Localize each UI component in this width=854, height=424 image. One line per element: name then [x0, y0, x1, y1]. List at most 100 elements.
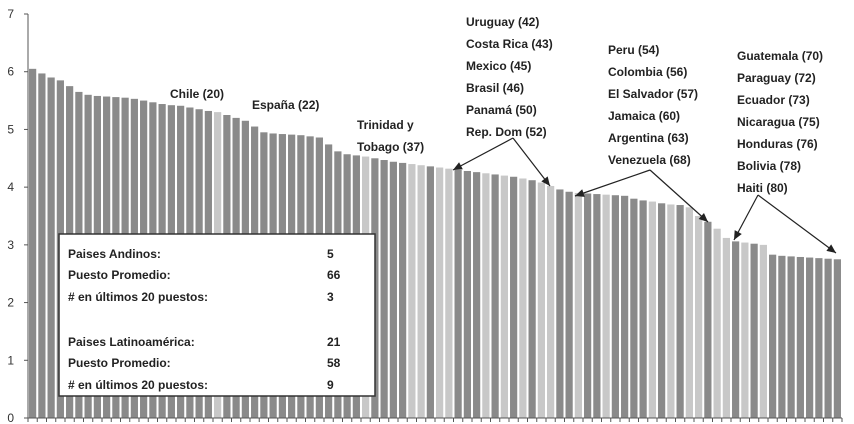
- bar: [47, 77, 55, 419]
- bar: [722, 237, 730, 418]
- bar: [491, 174, 499, 418]
- arrow-head: [453, 162, 463, 170]
- stats-value: 9: [327, 378, 334, 392]
- bar: [630, 198, 638, 418]
- bar: [584, 193, 592, 418]
- bar: [29, 68, 37, 418]
- annotation-label: Trinidad y: [357, 118, 414, 132]
- y-tick-label: 2: [7, 296, 14, 310]
- annotation-label: Colombia (56): [608, 65, 687, 79]
- bar: [639, 200, 647, 418]
- stats-box: Paises Andinos: 5 Puesto Promedio: 66 # en ú…: [58, 233, 376, 397]
- annotation-label: Costa Rica (43): [466, 37, 553, 51]
- bar: [815, 258, 823, 418]
- bar: [389, 161, 397, 418]
- annotation-label: Haiti (80): [737, 181, 788, 195]
- y-tick-label: 3: [7, 238, 14, 252]
- annotation-label: Mexico (45): [466, 59, 531, 73]
- annotation-label: Venezuela (68): [608, 153, 691, 167]
- annotation-label: Rep. Dom (52): [466, 125, 547, 139]
- stats-label: Puesto Promedio:: [68, 268, 171, 282]
- bar: [769, 254, 777, 418]
- bar: [787, 256, 795, 418]
- bar: [759, 244, 767, 418]
- annotation-label: Chile (20): [170, 87, 224, 101]
- bar: [796, 256, 804, 418]
- stats-label: Paises Latinoamérica:: [68, 335, 195, 349]
- annotation-label: Uruguay (42): [466, 15, 539, 29]
- bar: [750, 243, 758, 418]
- stats-value: 21: [327, 335, 341, 349]
- stats-value: 58: [327, 356, 341, 370]
- stats-box-frame: [58, 233, 376, 397]
- annotation-group: Chile (20): [170, 87, 224, 101]
- bar: [528, 180, 536, 418]
- annotation-label: Argentina (63): [608, 131, 689, 145]
- annotation-label: Guatemala (70): [737, 49, 823, 63]
- bar: [704, 221, 712, 418]
- annotation-label: Peru (54): [608, 43, 659, 57]
- bar: [38, 73, 46, 418]
- annotation-label: España (22): [252, 98, 319, 112]
- bar: [417, 165, 425, 418]
- annotation-group: Guatemala (70) Paraguay (72) Ecuador (73) N…: [737, 49, 823, 195]
- annotations-group: Chile (20) España (22) Trinidad y Tobago (3…: [170, 15, 823, 195]
- annotation-group: Uruguay (42) Costa Rica (43) Mexico (45) Br…: [466, 15, 553, 139]
- annotation-arrow: [649, 169, 709, 223]
- bar: [806, 257, 814, 418]
- bar: [658, 203, 666, 418]
- axes-group: 0 1 2 3 4 5 6 7: [7, 7, 843, 424]
- arrows-group: [452, 137, 837, 254]
- annotation-label: El Salvador (57): [608, 87, 698, 101]
- annotation-label: Tobago (37): [357, 140, 424, 154]
- y-tick-label: 6: [7, 65, 14, 79]
- bar: [408, 164, 416, 418]
- bar: [648, 201, 656, 418]
- bar: [482, 173, 490, 418]
- annotation-label: Jamaica (60): [608, 109, 680, 123]
- bar: [695, 216, 703, 418]
- bar: [621, 195, 629, 418]
- y-tick-label: 7: [7, 7, 14, 21]
- annotation-label: Bolivia (78): [737, 159, 801, 173]
- bar: [565, 191, 573, 418]
- annotation-arrow: [452, 137, 514, 171]
- annotation-group: España (22): [252, 98, 319, 112]
- bar: [380, 160, 388, 418]
- annotation-label: Nicaragua (75): [737, 115, 820, 129]
- bar: [741, 242, 749, 418]
- stats-value: 3: [327, 290, 334, 304]
- bar: [713, 228, 721, 418]
- bar: [463, 170, 471, 418]
- bar: [445, 168, 453, 418]
- arrow-head: [575, 189, 585, 197]
- stats-label: # en últimos 20 puestos:: [68, 290, 208, 304]
- bar: [732, 241, 740, 418]
- bar: [676, 205, 684, 418]
- bar: [556, 189, 564, 418]
- stats-label: Paises Andinos:: [68, 247, 161, 261]
- bar: [602, 194, 610, 418]
- annotation-group: Trinidad y Tobago (37): [357, 118, 424, 154]
- bar: [426, 166, 434, 418]
- bar: [667, 204, 675, 418]
- annotation-label: Brasil (46): [466, 81, 524, 95]
- bar: [510, 176, 518, 418]
- bar: [473, 172, 481, 418]
- bar: [436, 167, 444, 418]
- y-tick-label: 5: [7, 122, 14, 136]
- annotation-label: Honduras (76): [737, 137, 818, 151]
- bar: [454, 169, 462, 418]
- bar: [574, 192, 582, 418]
- stats-value: 66: [327, 268, 341, 282]
- annotation-label: Panamá (50): [466, 103, 537, 117]
- y-tick-label: 4: [7, 180, 14, 194]
- bar: [833, 259, 841, 418]
- annotation-label: Paraguay (72): [737, 71, 816, 85]
- stats-label: Puesto Promedio:: [68, 356, 171, 370]
- bar: [824, 258, 832, 418]
- bar: [593, 194, 601, 418]
- arrow-head: [541, 176, 550, 186]
- annotation-arrow: [757, 194, 837, 254]
